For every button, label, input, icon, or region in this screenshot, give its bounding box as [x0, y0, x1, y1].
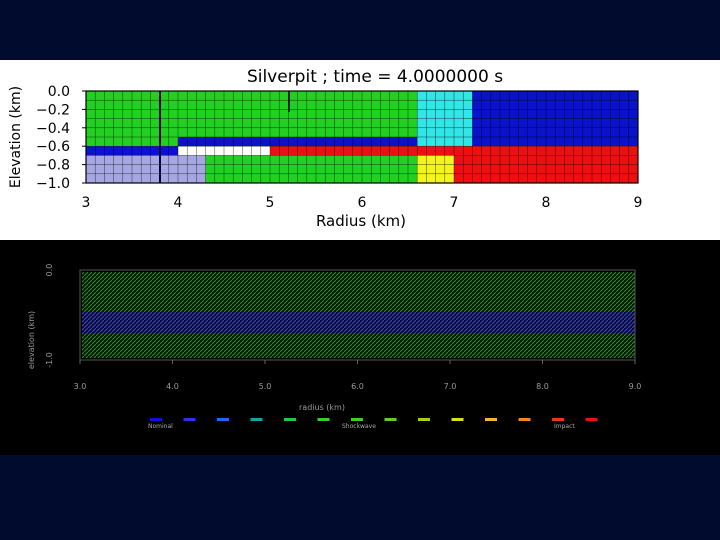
- particle-field-green: [82, 272, 635, 312]
- colorbar-swatch: [250, 418, 263, 421]
- y-axis-label: Elevation (km): [8, 86, 24, 188]
- x-tick-label: 7: [450, 195, 459, 211]
- x-axis-label: Radius (km): [316, 212, 406, 230]
- colorbar-swatch: [150, 418, 162, 421]
- colorbar-swatch: [183, 418, 196, 421]
- colorbar-swatch: [451, 418, 464, 421]
- region-green-7: [205, 155, 418, 183]
- plot-frame: [85, 90, 639, 184]
- x-tick-label: 6: [358, 195, 367, 211]
- region-lavender-6: [86, 155, 206, 183]
- bottom-y-axis-label: elevation (km): [27, 311, 36, 369]
- colorbar-swatch: [384, 418, 397, 421]
- bottom-x-tick-label: 9.0: [629, 382, 642, 391]
- x-tick-label: 8: [542, 195, 551, 211]
- top-chart-panel: Silverpit ; time = 4.0000000 s 0.0 −0.2 −0…: [0, 60, 720, 240]
- colorbar-swatch: [317, 418, 330, 421]
- bottom-chart-panel: 0.0 -1.0 elevation (km) 3.0 4.0 5.0 6.0 7.0 8.…: [0, 240, 720, 455]
- bottom-y-tick-labels: 0.0 -1.0: [45, 264, 54, 368]
- particle-field-blue: [82, 312, 635, 334]
- y-tick-label: −1.0: [36, 176, 70, 192]
- bottom-y-tick-label: -1.0: [45, 352, 54, 368]
- x-tick-label: 3: [82, 195, 91, 211]
- bottom-x-tick-label: 5.0: [259, 382, 272, 391]
- bottom-scatter-chart: 0.0 -1.0 elevation (km) 3.0 4.0 5.0 6.0 7.0 8.…: [27, 264, 642, 430]
- colorbar-label-shockwave: Shockwave: [342, 423, 376, 430]
- x-tick-label: 9: [634, 195, 643, 211]
- colorbar-swatch: [418, 418, 430, 421]
- colorbar-swatch: [518, 418, 531, 421]
- x-tick-label: 5: [266, 195, 275, 211]
- bottom-x-axis-label: radius (km): [299, 403, 345, 412]
- bottom-x-tick-label: 8.0: [536, 382, 549, 391]
- grid-layer: [85, 90, 639, 184]
- bottom-x-tick-label: 3.0: [74, 382, 87, 391]
- x-tick-labels: 3 4 5 6 7 8 9: [82, 195, 643, 211]
- y-tick-label: −0.6: [36, 139, 70, 155]
- particle-field-lower: [82, 334, 635, 358]
- colorbar-label-nominal: Nominal: [148, 423, 173, 430]
- bottom-y-tick-label: 0.0: [45, 264, 54, 277]
- bottom-x-tick-label: 4.0: [166, 382, 179, 391]
- colorbar-label-impact: Impact: [554, 423, 575, 430]
- bottom-x-tick-labels: 3.0 4.0 5.0 6.0 7.0 8.0 9.0: [74, 360, 642, 391]
- bottom-x-tick-label: 6.0: [351, 382, 364, 391]
- bottom-x-tick-label: 7.0: [444, 382, 457, 391]
- y-tick-label: 0.0: [48, 84, 70, 100]
- y-tick-label: −0.4: [36, 121, 70, 137]
- y-tick-label: −0.2: [36, 102, 70, 118]
- top-heatmap-chart: Silverpit ; time = 4.0000000 s 0.0 −0.2 −0…: [8, 67, 643, 230]
- colorbar-swatch: [485, 418, 497, 421]
- colorbar-swatch: [217, 418, 229, 421]
- colorbar-swatch: [351, 418, 363, 421]
- colorbar: [150, 418, 598, 421]
- x-tick-label: 4: [174, 195, 183, 211]
- colorbar-swatch: [585, 418, 598, 421]
- chart-title: Silverpit ; time = 4.0000000 s: [247, 67, 503, 87]
- colorbar-swatch: [552, 418, 564, 421]
- y-tick-labels: 0.0 −0.2 −0.4 −0.6 −0.8 −1.0: [36, 84, 86, 192]
- y-tick-label: −0.8: [36, 158, 70, 174]
- colorbar-swatch: [284, 418, 296, 421]
